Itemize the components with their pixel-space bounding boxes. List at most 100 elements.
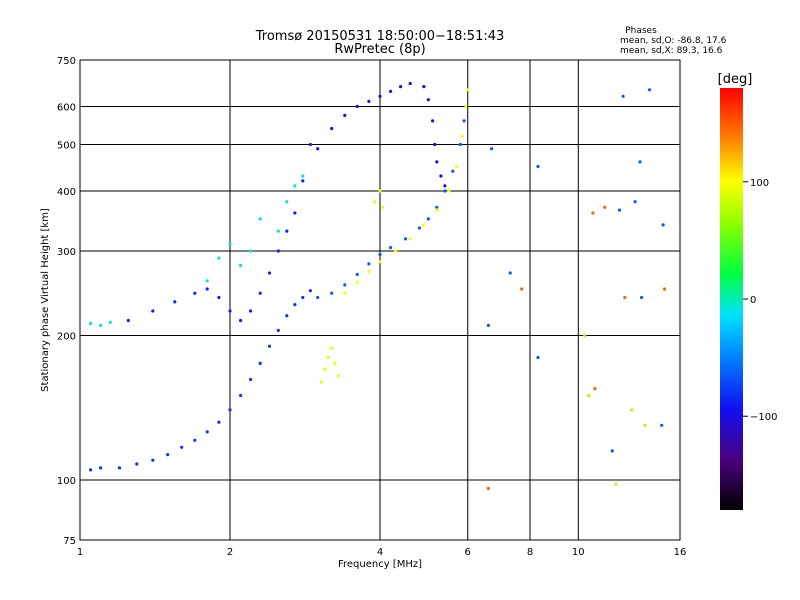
data-point xyxy=(249,377,253,382)
data-point xyxy=(180,445,184,449)
data-point xyxy=(536,164,540,169)
data-point xyxy=(378,189,382,193)
data-point xyxy=(630,408,634,412)
data-point xyxy=(378,260,382,264)
data-point xyxy=(447,189,451,193)
data-point xyxy=(308,289,312,293)
colorbar-tick-label: −100 xyxy=(750,412,777,423)
data-point xyxy=(621,94,625,98)
data-points xyxy=(89,81,667,491)
y-tick-label: 400 xyxy=(57,187,76,198)
data-point xyxy=(343,291,347,295)
data-point xyxy=(285,200,289,204)
data-point xyxy=(258,361,262,365)
data-point xyxy=(205,430,209,434)
data-point xyxy=(587,393,591,398)
data-point xyxy=(638,160,642,164)
data-point xyxy=(276,328,280,332)
data-point xyxy=(89,468,93,472)
data-point xyxy=(617,208,622,212)
data-point xyxy=(293,211,297,215)
data-point xyxy=(135,462,139,466)
data-point xyxy=(99,323,103,327)
data-point xyxy=(593,387,597,391)
data-point xyxy=(239,263,243,267)
data-point xyxy=(367,269,371,273)
data-point xyxy=(372,200,377,204)
data-point xyxy=(267,271,272,275)
data-point xyxy=(267,344,272,348)
data-point xyxy=(464,104,468,109)
data-point xyxy=(293,184,297,188)
y-tick-label: 200 xyxy=(57,332,76,343)
data-point xyxy=(343,283,347,287)
data-point xyxy=(389,246,393,250)
y-tick-label: 600 xyxy=(57,103,76,114)
data-point xyxy=(301,295,305,300)
data-point xyxy=(333,361,337,365)
data-point xyxy=(89,321,93,325)
stats-title: Phases xyxy=(625,26,657,36)
data-point xyxy=(205,279,209,283)
data-point xyxy=(408,237,412,241)
x-tick-label: 8 xyxy=(527,547,533,558)
data-point xyxy=(117,466,122,470)
x-tick-label: 1 xyxy=(77,547,83,558)
data-point xyxy=(217,295,221,300)
y-axis-ticks: 75 100 200 300 400 500 600 750 xyxy=(57,56,76,547)
data-point xyxy=(249,309,253,313)
data-point xyxy=(422,85,426,89)
data-point xyxy=(455,164,459,169)
data-point xyxy=(326,355,330,360)
data-point xyxy=(151,458,155,462)
data-point xyxy=(330,346,334,350)
data-point xyxy=(381,205,385,209)
data-point xyxy=(330,291,334,295)
data-point xyxy=(301,174,305,178)
data-point xyxy=(378,252,382,257)
data-point xyxy=(378,94,382,98)
data-point xyxy=(408,81,412,86)
data-point xyxy=(301,179,305,183)
x-tick-label: 2 xyxy=(227,547,233,558)
data-point xyxy=(217,256,221,260)
data-point xyxy=(389,89,393,93)
data-point xyxy=(173,300,177,304)
data-point xyxy=(276,249,280,253)
data-point xyxy=(451,169,455,173)
x-tick-label: 10 xyxy=(572,547,585,558)
data-point xyxy=(193,438,197,442)
data-point xyxy=(660,423,664,427)
data-point xyxy=(466,88,470,92)
x-tick-label: 16 xyxy=(674,547,687,558)
data-point xyxy=(126,318,130,323)
data-point xyxy=(258,291,262,295)
stats-line-x: mean, sd,X: 89.3, 16.6 xyxy=(620,46,723,56)
data-point xyxy=(99,466,103,470)
data-point xyxy=(394,249,398,253)
y-tick-label: 75 xyxy=(63,536,76,547)
data-point xyxy=(399,85,403,89)
data-point xyxy=(443,184,447,188)
y-tick-label: 500 xyxy=(57,141,76,152)
data-point xyxy=(343,113,347,117)
data-point xyxy=(193,291,197,295)
data-point xyxy=(108,320,112,324)
data-point xyxy=(417,226,422,230)
data-point xyxy=(486,323,490,327)
data-point xyxy=(276,229,280,233)
data-point xyxy=(217,420,221,424)
data-point xyxy=(623,295,627,300)
data-point xyxy=(460,134,464,138)
data-point xyxy=(426,98,430,102)
colorbar xyxy=(720,88,743,510)
data-point xyxy=(403,237,408,241)
data-point xyxy=(316,295,320,300)
data-point xyxy=(648,88,652,92)
data-point xyxy=(330,126,334,131)
data-point xyxy=(643,423,647,427)
data-point xyxy=(166,453,170,457)
colorbar-tick-label: 100 xyxy=(750,178,769,189)
data-point xyxy=(591,211,595,215)
colorbar-label: [deg] xyxy=(718,72,753,87)
